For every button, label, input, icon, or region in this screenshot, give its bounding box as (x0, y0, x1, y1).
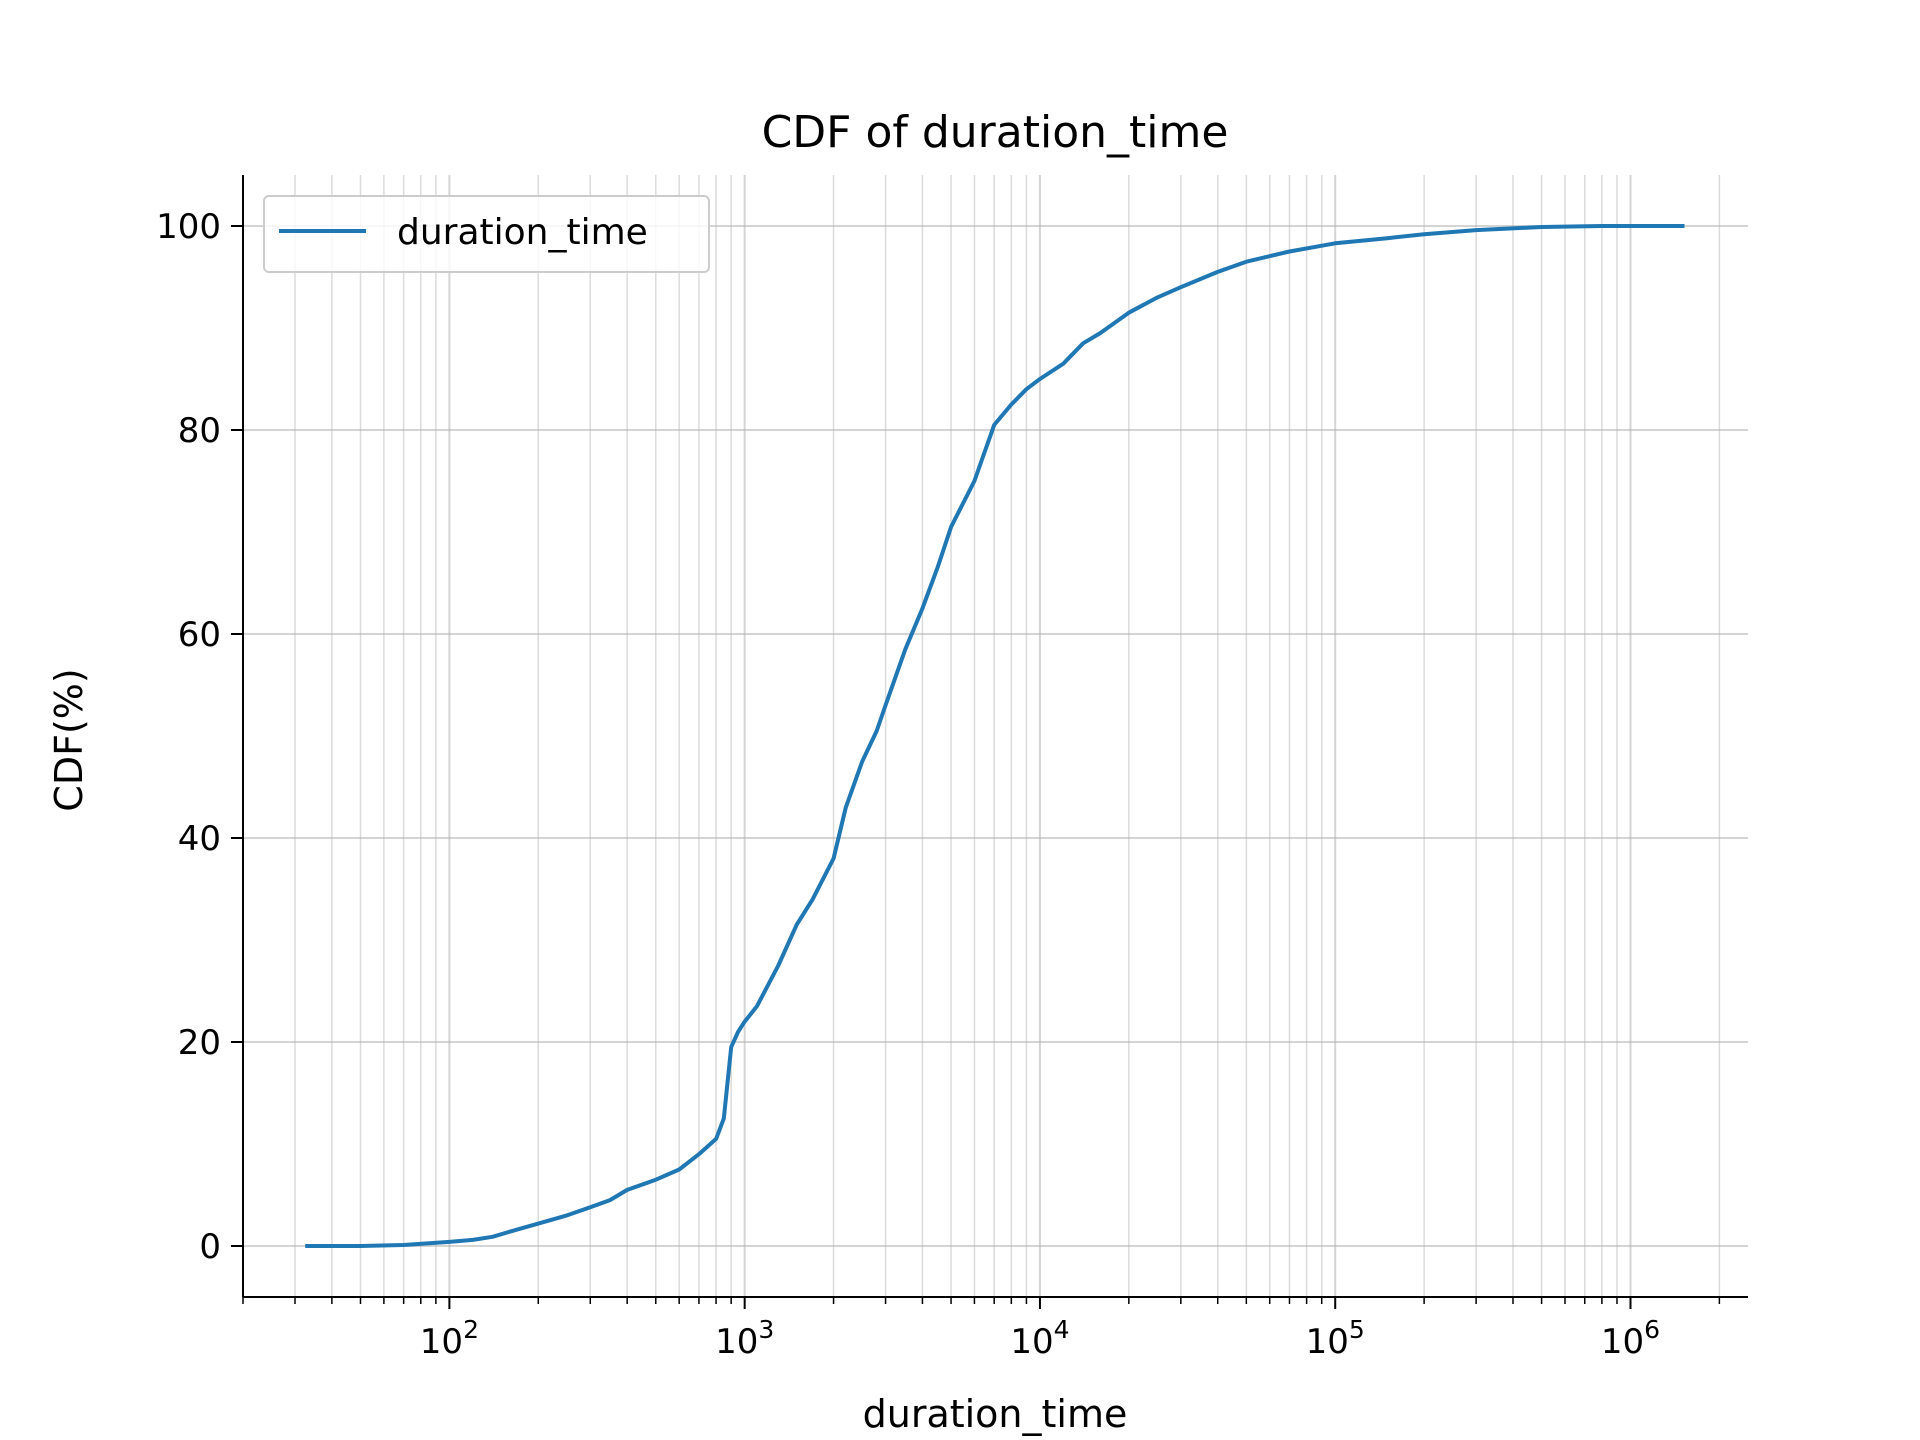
x-tick-label-base: 10 (420, 1322, 463, 1362)
x-tick-label-exponent: 3 (758, 1315, 774, 1344)
x-tick-label: 104 (1010, 1315, 1069, 1362)
x-axis-title: duration_time (863, 1392, 1128, 1436)
axes (242, 175, 1748, 1298)
chart-title: CDF of duration_time (762, 107, 1229, 158)
legend-label: duration_time (397, 212, 648, 253)
x-ticks: 102 103 104 105 106 (242, 1297, 1721, 1362)
x-tick-label: 103 (715, 1315, 774, 1362)
x-tick-label-base: 10 (1601, 1322, 1644, 1362)
x-tick-label-base: 10 (1306, 1322, 1349, 1362)
series-layer (305, 224, 1685, 1248)
x-tick-label-exponent: 4 (1054, 1315, 1070, 1344)
legend-box (263, 195, 710, 273)
y-axis-title: CDF(%) (47, 668, 91, 811)
y-tick-label: 20 (178, 1023, 221, 1063)
y-tick-label: 100 (156, 207, 221, 247)
x-tick-label-exponent: 6 (1644, 1315, 1660, 1344)
grid-lines (242, 175, 1748, 1297)
y-tick-label: 80 (178, 411, 221, 451)
x-tick-label-exponent: 2 (463, 1315, 479, 1344)
y-ticks: 0 20 40 60 80 100 (156, 207, 243, 1267)
y-tick-label: 0 (199, 1227, 221, 1267)
x-tick-label: 102 (420, 1315, 479, 1362)
y-tick-label: 60 (178, 615, 221, 655)
x-tick-label-exponent: 5 (1349, 1315, 1365, 1344)
legend: duration_time (263, 195, 710, 273)
x-tick-label-base: 10 (715, 1322, 758, 1362)
x-tick-label: 105 (1306, 1315, 1365, 1362)
x-tick-label-base: 10 (1010, 1322, 1053, 1362)
y-tick-label: 40 (178, 819, 221, 859)
series-line-duration-time (305, 224, 1685, 1248)
x-tick-label: 106 (1601, 1315, 1660, 1362)
